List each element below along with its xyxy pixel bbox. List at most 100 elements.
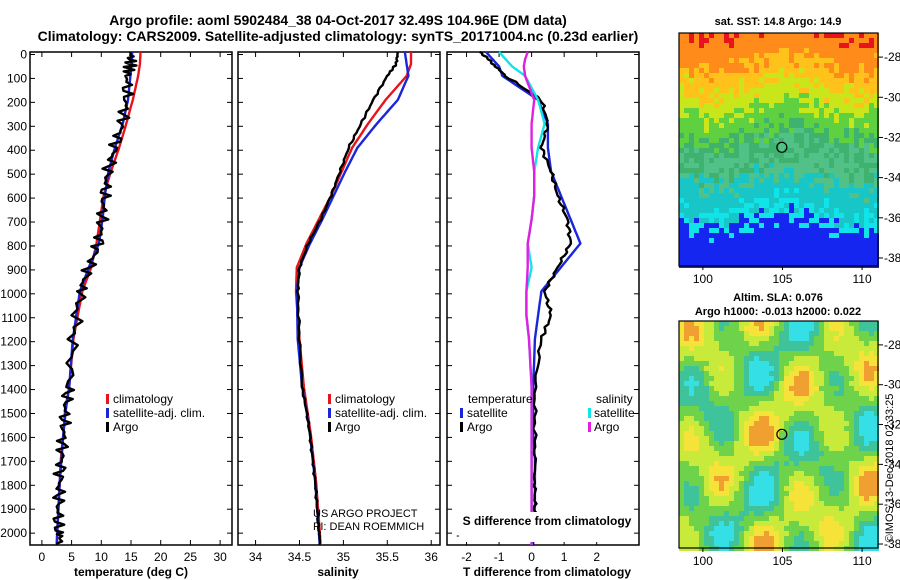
map-cell	[749, 496, 754, 501]
map-cell	[834, 431, 839, 436]
map-cell	[694, 123, 699, 128]
map-cell	[699, 118, 704, 123]
map-cell	[799, 233, 804, 238]
map-cell	[719, 356, 724, 361]
map-cell	[849, 411, 854, 416]
map-cell	[779, 33, 784, 38]
map-cell	[784, 48, 789, 53]
map-cell	[744, 356, 749, 361]
x-tick-label: 1	[561, 550, 568, 564]
map-cell	[744, 396, 749, 401]
map-cell	[819, 501, 824, 506]
map-cell	[764, 526, 769, 531]
map-cell	[684, 401, 689, 406]
map-cell	[874, 258, 879, 263]
map-cell	[829, 98, 834, 103]
map-cell	[719, 371, 724, 376]
map-cell	[729, 476, 734, 481]
map-cell	[684, 486, 689, 491]
map-cell	[689, 243, 694, 248]
map-cell	[774, 446, 779, 451]
map-cell	[769, 491, 774, 496]
map-cell	[819, 148, 824, 153]
map-cell	[859, 158, 864, 163]
map-cell	[844, 451, 849, 456]
map-cell	[799, 98, 804, 103]
map-cell	[724, 213, 729, 218]
map-cell	[709, 253, 714, 258]
map-cell	[824, 38, 829, 43]
map-cell	[684, 193, 689, 198]
map-cell	[859, 208, 864, 213]
map-cell	[874, 43, 879, 48]
map-lat-label: -32	[884, 418, 900, 432]
map-cell	[699, 466, 704, 471]
map-cell	[714, 48, 719, 53]
map-cell	[704, 103, 709, 108]
map-cell	[709, 436, 714, 441]
map-cell	[804, 386, 809, 391]
map-cell	[774, 421, 779, 426]
map-cell	[839, 178, 844, 183]
map-cell	[709, 536, 714, 541]
map-cell	[704, 88, 709, 93]
map-cell	[699, 421, 704, 426]
map-cell	[824, 521, 829, 526]
map-cell	[709, 128, 714, 133]
map-cell	[724, 108, 729, 113]
map-cell	[804, 38, 809, 43]
map-cell	[739, 476, 744, 481]
map-cell	[769, 451, 774, 456]
map-cell	[784, 193, 789, 198]
map-cell	[724, 243, 729, 248]
map-cell	[769, 178, 774, 183]
map-cell	[824, 208, 829, 213]
map-cell	[759, 506, 764, 511]
map-cell	[704, 476, 709, 481]
map-cell	[689, 78, 694, 83]
map-cell	[779, 208, 784, 213]
map-cell	[769, 148, 774, 153]
map-cell	[679, 33, 684, 38]
map-cell	[729, 113, 734, 118]
map-cell	[864, 48, 869, 53]
map-cell	[834, 93, 839, 98]
map-cell	[734, 153, 739, 158]
map-cell	[714, 258, 719, 263]
map-cell	[774, 233, 779, 238]
map-cell	[679, 248, 684, 253]
map-cell	[794, 451, 799, 456]
map-cell	[754, 516, 759, 521]
depth-tick-label: 500	[7, 167, 27, 181]
map-cell	[744, 406, 749, 411]
map-cell	[859, 371, 864, 376]
map-cell	[849, 501, 854, 506]
map-cell	[799, 218, 804, 223]
map-cell	[769, 168, 774, 173]
map-cell	[809, 168, 814, 173]
map-cell	[719, 396, 724, 401]
map-cell	[794, 143, 799, 148]
map-cell	[839, 336, 844, 341]
map-cell	[764, 138, 769, 143]
map-cell	[809, 48, 814, 53]
map-cell	[784, 43, 789, 48]
map-cell	[859, 356, 864, 361]
map-cell	[719, 148, 724, 153]
map-cell	[859, 456, 864, 461]
map-cell	[864, 73, 869, 78]
map-cell	[854, 321, 859, 326]
map-cell	[774, 361, 779, 366]
map-cell	[799, 496, 804, 501]
map-cell	[814, 486, 819, 491]
map-cell	[684, 366, 689, 371]
map-cell	[814, 501, 819, 506]
map-lon-label: 110	[853, 272, 872, 286]
map-cell	[679, 541, 684, 546]
map-cell	[789, 516, 794, 521]
map-cell	[739, 213, 744, 218]
map-cell	[729, 238, 734, 243]
map-cell	[869, 326, 874, 331]
map-cell	[804, 491, 809, 496]
map-cell	[719, 243, 724, 248]
